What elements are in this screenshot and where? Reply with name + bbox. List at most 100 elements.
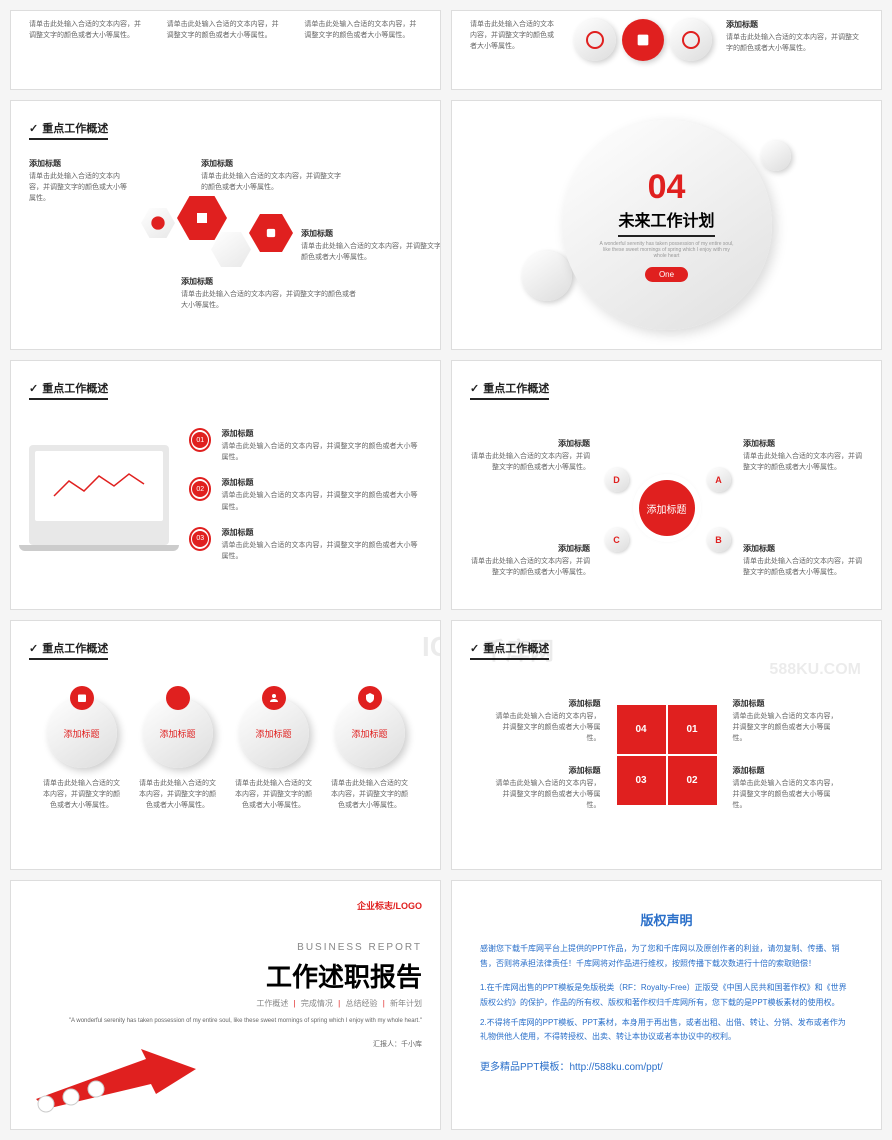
slide-row1-left: 请单击此处输入合适的文本内容，并调整文字的颜色或者大小等属性。 请单击此处输入合… (10, 10, 441, 90)
desc: 请单击此处输入合适的文本内容，并调整文字的颜色或者大小等属性。 (743, 451, 863, 473)
add-title: 添加标题 (221, 527, 422, 538)
add-title: 添加标题 (491, 698, 601, 709)
shield-icon (358, 686, 382, 710)
tools-icon (166, 686, 190, 710)
slide-section-04: 04 未来工作计划 A wonderful serenity has taken… (451, 100, 882, 350)
hexagon-icon (177, 196, 227, 240)
copyright-text: 感谢您下载千库网平台上提供的PPT作品，为了您和千库网以及原创作者的利益，请勿复… (480, 942, 853, 971)
desc: 请单击此处输入合适的文本内容，并调整文字的颜色或者大小等属性。 (221, 540, 422, 562)
add-title: 添加标题 (301, 228, 441, 239)
slide-header: 重点工作概述 (29, 640, 108, 660)
desc: 请单击此处输入合适的文本内容，并调整文字的颜色或者大小等属性。 (733, 711, 843, 745)
watermark-url: 588KU.COM (769, 661, 861, 679)
desc: 请单击此处输入合适的文本内容，并调整文字的颜色或者大小等属性。 (29, 19, 147, 41)
puzzle-piece: 04 (617, 705, 666, 754)
number-badge: 02 (189, 477, 211, 501)
desc: 请单击此处输入合适的文本内容，并调整文字的颜色或者大小等属性。 (470, 451, 590, 473)
slide-cover: 企业标志/LOGO BUSINESS REPORT 工作述职报告 工作概述 | … (10, 880, 441, 1130)
puzzle-piece: 02 (668, 756, 717, 805)
support-icon (262, 686, 286, 710)
section-pill: One (645, 267, 688, 282)
cover-quote: "A wonderful serenity has taken possessi… (29, 1017, 422, 1027)
cover-subtitle: BUSINESS REPORT (29, 942, 422, 953)
desc: 请单击此处输入合适的文本内容，并调整文字的颜色或大小等属性。 (29, 171, 129, 205)
slide-copyright: 版权声明 感谢您下载千库网平台上提供的PPT作品，为了您和千库网以及原创作者的利… (451, 880, 882, 1130)
copyright-text: 2.不得将千库网的PPT模板、PPT素材，本身用于再出售，或者出租、出借、转让、… (480, 1016, 853, 1045)
desc: 请单击此处输入合适的文本内容，并调整文字的颜色或者大小等属性。 (491, 711, 601, 745)
desc: 请单击此处输入合适的文本内容，并调整文字的颜色或者大小等属性。 (330, 778, 410, 812)
hexagon-icon (141, 208, 175, 238)
cover-logo: 企业标志/LOGO (29, 899, 422, 912)
slide-abcd: 重点工作概述 添加标题 A B C D 添加标题请单击此处输入合适的文本内容，并… (451, 360, 882, 610)
feature-circle: 添加标题 (335, 698, 405, 768)
puzzle-piece: 03 (617, 756, 666, 805)
puzzle-piece: 01 (668, 705, 717, 754)
arrow-3d-icon (26, 1039, 226, 1119)
section-number: 04 (648, 168, 686, 207)
number-badge: 03 (189, 527, 211, 551)
slide-hexagon: 重点工作概述 添加标题 请单击此处输入合适的文本内容，并调整文字的颜色或大小等属… (10, 100, 441, 350)
copyright-text: 1.在千库网出售的PPT模板是免版税类（RF：Royalty-Free）正版受《… (480, 981, 853, 1010)
letter-badge: D (605, 468, 629, 492)
circle-3d (670, 19, 712, 61)
add-title: 添加标题 (733, 698, 843, 709)
slide-header: 重点工作概述 (29, 380, 108, 400)
hexagon-icon (249, 214, 293, 252)
slide-grid: 请单击此处输入合适的文本内容，并调整文字的颜色或者大小等属性。 请单击此处输入合… (10, 10, 882, 1130)
desc: 请单击此处输入合适的文本内容，并调整文字的颜色或者大小等属性。 (167, 19, 285, 41)
slide-row1-right: 请单击此处输入合适的文本内容，并调整文字的颜色或者大小等属性。 添加标题 请单击… (451, 10, 882, 90)
cover-title: 工作述职报告 (29, 957, 422, 994)
letter-badge: A (707, 468, 731, 492)
slide-four-circles: 重点工作概述 IC 添加标题 请单击此处输入合适的文本内容，并调整文字的颜色或者… (10, 620, 441, 870)
center-circle: 添加标题 (639, 480, 695, 536)
section-subtitle: A wonderful serenity has taken possessio… (597, 241, 737, 259)
desc: 请单击此处输入合适的文本内容，并调整文字的颜色或者大小等属性。 (304, 19, 422, 41)
cover-nav: 工作概述 | 完成情况 | 总结经验 | 新年计划 (29, 998, 422, 1009)
calendar-icon (70, 686, 94, 710)
add-title: 添加标题 (29, 158, 129, 169)
letter-badge: C (605, 528, 629, 552)
desc: 请单击此处输入合适的文本内容，并调整文字的颜色或者大小等属性。 (733, 778, 843, 812)
desc: 请单击此处输入合适的文本内容，并调整文字的颜色或者大小等属性。 (234, 778, 314, 812)
copyright-title: 版权声明 (480, 909, 853, 932)
desc: 请单击此处输入合适的文本内容，并调整文字的颜色或者大小等属性。 (743, 556, 863, 578)
circle-3d (574, 19, 616, 61)
slide-header: 重点工作概述 (470, 640, 549, 660)
add-title: 添加标题 (743, 438, 863, 449)
feature-circle: 添加标题 (239, 698, 309, 768)
desc: 请单击此处输入合适的文本内容，并调整文字的颜色或者大小等属性。 (181, 289, 361, 311)
number-badge: 01 (189, 428, 211, 452)
desc: 请单击此处输入合适的文本内容，并调整文字的颜色或者大小等属性。 (470, 19, 560, 53)
add-title: 添加标题 (470, 438, 590, 449)
add-title: 添加标题 (201, 158, 341, 169)
circle-3d-red (622, 19, 664, 61)
decor-circle (761, 141, 791, 171)
desc: 请单击此处输入合适的文本内容，并调整文字的颜色或者大小等属性。 (201, 171, 341, 193)
add-title: 添加标题 (221, 428, 422, 439)
add-title: 添加标题 (470, 543, 590, 554)
desc: 请单击此处输入合适的文本内容，并调整文字的颜色或者大小等属性。 (138, 778, 218, 812)
add-title: 添加标题 (726, 19, 863, 30)
slide-laptop: 重点工作概述 01 添加标题请单击此处输入合适的文本内容，并调整文字的颜色或者大… (10, 360, 441, 610)
add-title: 添加标题 (743, 543, 863, 554)
add-title: 添加标题 (181, 276, 361, 287)
add-title: 添加标题 (491, 765, 601, 776)
laptop-image (29, 445, 169, 545)
copyright-link[interactable]: 更多精品PPT模板：http://588ku.com/ppt/ (480, 1059, 853, 1077)
section-title: 未来工作计划 (618, 207, 714, 237)
desc: 请单击此处输入合适的文本内容，并调整文字的颜色或者大小等属性。 (42, 778, 122, 812)
desc: 请单击此处输入合适的文本内容，并调整文字的颜色或者大小等属性。 (726, 32, 863, 54)
slide-header: 重点工作概述 (470, 380, 549, 400)
slide-puzzle: 重点工作概述 千库网 588KU.COM 添加标题 请单击此处输入合适的文本内容… (451, 620, 882, 870)
watermark: IC (422, 631, 441, 663)
desc: 请单击此处输入合适的文本内容，并调整文字的颜色或者大小等属性。 (470, 556, 590, 578)
slide-header: 重点工作概述 (29, 120, 108, 140)
puzzle-grid: 04 01 03 02 (617, 705, 717, 805)
desc: 请单击此处输入合适的文本内容，并调整文字的颜色或者大小等属性。 (221, 441, 422, 463)
desc: 请单击此处输入合适的文本内容，并调整文字的颜色或者大小等属性。 (491, 778, 601, 812)
hexagon-icon (211, 232, 251, 267)
section-circle: 04 未来工作计划 A wonderful serenity has taken… (562, 120, 772, 330)
add-title: 添加标题 (221, 477, 422, 488)
decor-circle (522, 251, 572, 301)
add-title: 添加标题 (733, 765, 843, 776)
